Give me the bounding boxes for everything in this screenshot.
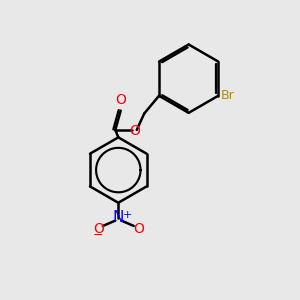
Text: +: + [123,210,132,220]
Text: −: − [93,229,104,242]
Text: O: O [115,93,126,107]
Text: Br: Br [220,89,234,102]
Text: O: O [93,222,104,236]
Text: O: O [129,124,140,138]
Text: O: O [133,222,144,236]
Text: N: N [112,210,124,225]
